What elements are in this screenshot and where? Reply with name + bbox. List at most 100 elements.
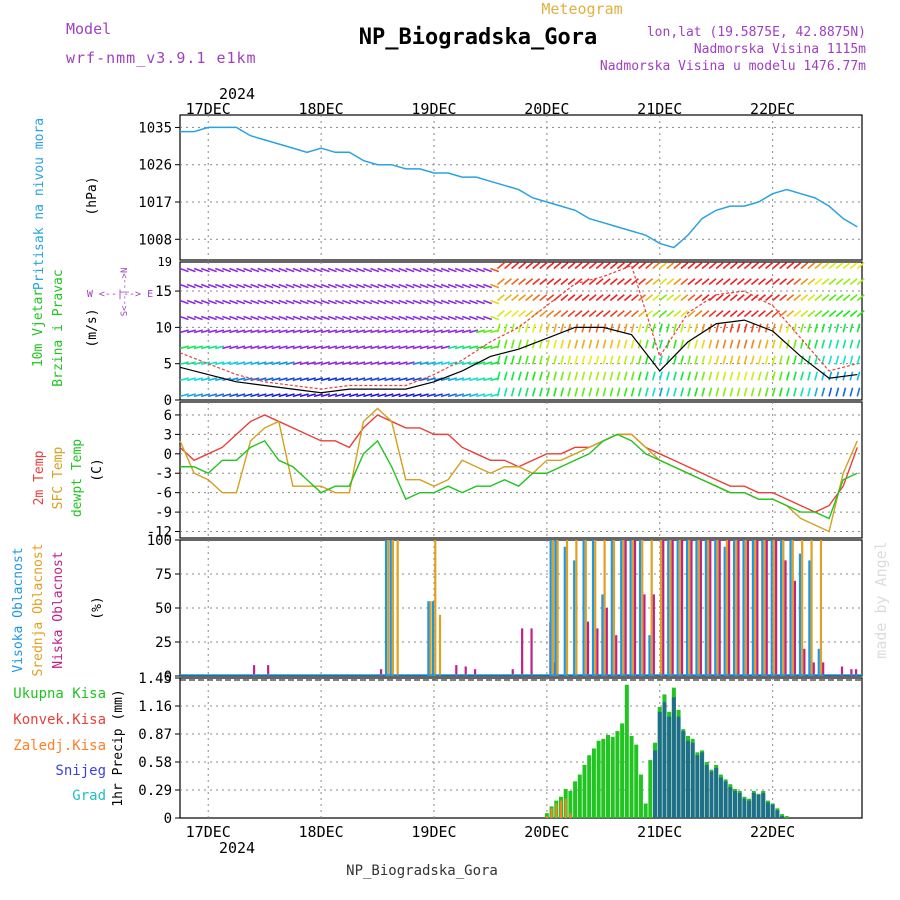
wind-barb <box>391 361 401 366</box>
wind-barb <box>623 310 632 318</box>
wind-barb <box>334 299 344 305</box>
cloud-title-low: Niska Oblacnost <box>51 551 66 668</box>
wind-barb <box>814 339 819 349</box>
cloud-high-bar <box>638 540 642 676</box>
wind-barb <box>736 310 745 318</box>
wind-barb <box>215 345 225 350</box>
wind-barb <box>856 262 865 270</box>
wind-barb <box>814 262 823 270</box>
wind-barb <box>454 345 465 350</box>
wind-barb <box>637 371 642 381</box>
wind-barb <box>285 361 295 366</box>
precip-legend-snow: Snijeg <box>55 763 106 779</box>
wind-barb <box>623 278 632 286</box>
wind-barb <box>637 323 642 333</box>
wind-barb <box>391 329 401 334</box>
wind-barb <box>553 323 558 333</box>
wind-barb <box>412 377 422 382</box>
wind-barb <box>384 377 394 382</box>
wind-barb <box>532 294 541 302</box>
wind-barb <box>842 262 851 270</box>
pressure-unit: (hPa) <box>85 176 100 215</box>
wind-barb <box>771 339 776 349</box>
wind-barb <box>715 278 724 286</box>
precip-conv-bar <box>569 813 572 818</box>
precip-conv-bar <box>550 808 553 818</box>
cloud-high-bar <box>591 540 595 676</box>
wind-barb <box>440 283 450 289</box>
cloud-side-labels: Visoka Oblacnost Srednja Oblacnost Niska… <box>11 543 105 676</box>
cloud-mid-bar <box>735 540 738 676</box>
wind-barb <box>694 323 699 333</box>
wind-barb <box>736 294 745 302</box>
cloud-mid-bar <box>772 540 776 676</box>
wind-barb <box>193 283 203 289</box>
wind-barb <box>440 315 450 321</box>
wind-barb <box>729 294 738 302</box>
wind-barb <box>405 299 415 305</box>
wind-barb <box>186 361 196 366</box>
cloud-low-bar <box>746 540 750 676</box>
wind-barb <box>398 283 408 289</box>
wind-barb <box>200 377 211 382</box>
wind-barb <box>800 262 809 270</box>
wind-barb <box>243 267 253 273</box>
cloud-mid-bar <box>594 540 597 676</box>
wind-barb <box>440 393 450 398</box>
wind-barb <box>729 323 734 333</box>
wind-barb <box>476 345 486 350</box>
wind-barb <box>849 323 854 333</box>
wind-barb <box>215 315 225 321</box>
precip-snow-bar <box>751 792 756 818</box>
wind-barb <box>476 299 486 305</box>
wind-barb <box>496 387 501 397</box>
wind-barb <box>821 262 830 270</box>
wind-barb <box>229 361 239 366</box>
wind-barb <box>630 323 635 333</box>
wind-barb <box>356 267 366 273</box>
wind-barb <box>680 355 685 365</box>
wind-barb <box>574 339 579 349</box>
precip-snow-bar <box>690 742 695 818</box>
wind-barb <box>285 299 295 305</box>
wind-barb <box>800 278 809 286</box>
wind-barb <box>496 355 501 365</box>
cloud-high-bar <box>723 546 726 676</box>
wind-barb <box>335 361 345 366</box>
wind-barb <box>271 283 281 289</box>
wind-barb <box>673 339 677 349</box>
wind-barb <box>207 299 217 305</box>
wind-barb <box>222 329 232 334</box>
wind-barb <box>335 329 345 334</box>
cloud-mid-bar <box>669 540 672 676</box>
wind-barb <box>250 315 260 321</box>
cloud-low-bar <box>850 669 853 676</box>
wind-barb <box>849 262 858 270</box>
precip-ytick-label: 0 <box>164 811 172 827</box>
wind-barb <box>327 377 338 382</box>
wind-barb <box>250 377 260 382</box>
model-elevation-label: Nadmorska Visina u modelu 1476.77m <box>600 59 866 74</box>
wind-barb <box>419 393 429 398</box>
wind-barb <box>835 355 840 365</box>
wind-barb <box>764 387 769 397</box>
wind-barb <box>222 361 232 366</box>
wind-barb <box>250 393 260 398</box>
wind-barb <box>743 278 752 286</box>
precip-conv-bar <box>545 816 548 818</box>
wind-barb <box>419 283 429 289</box>
wind-barb <box>483 393 493 398</box>
wind-barb <box>800 371 804 381</box>
wind-barb <box>222 267 232 273</box>
precip-total-bar <box>591 748 596 818</box>
wind-barb <box>602 310 611 318</box>
wind-barb <box>363 377 373 382</box>
wind-barb <box>623 387 628 397</box>
wind-barb <box>517 387 522 397</box>
cloud-low-bar <box>812 662 815 676</box>
wind-barb <box>306 345 316 350</box>
wind-barb <box>447 329 457 334</box>
wind-barb <box>835 339 840 349</box>
temp-title-2m: 2m Temp <box>32 450 47 505</box>
cloud-mid-bar <box>565 540 569 676</box>
